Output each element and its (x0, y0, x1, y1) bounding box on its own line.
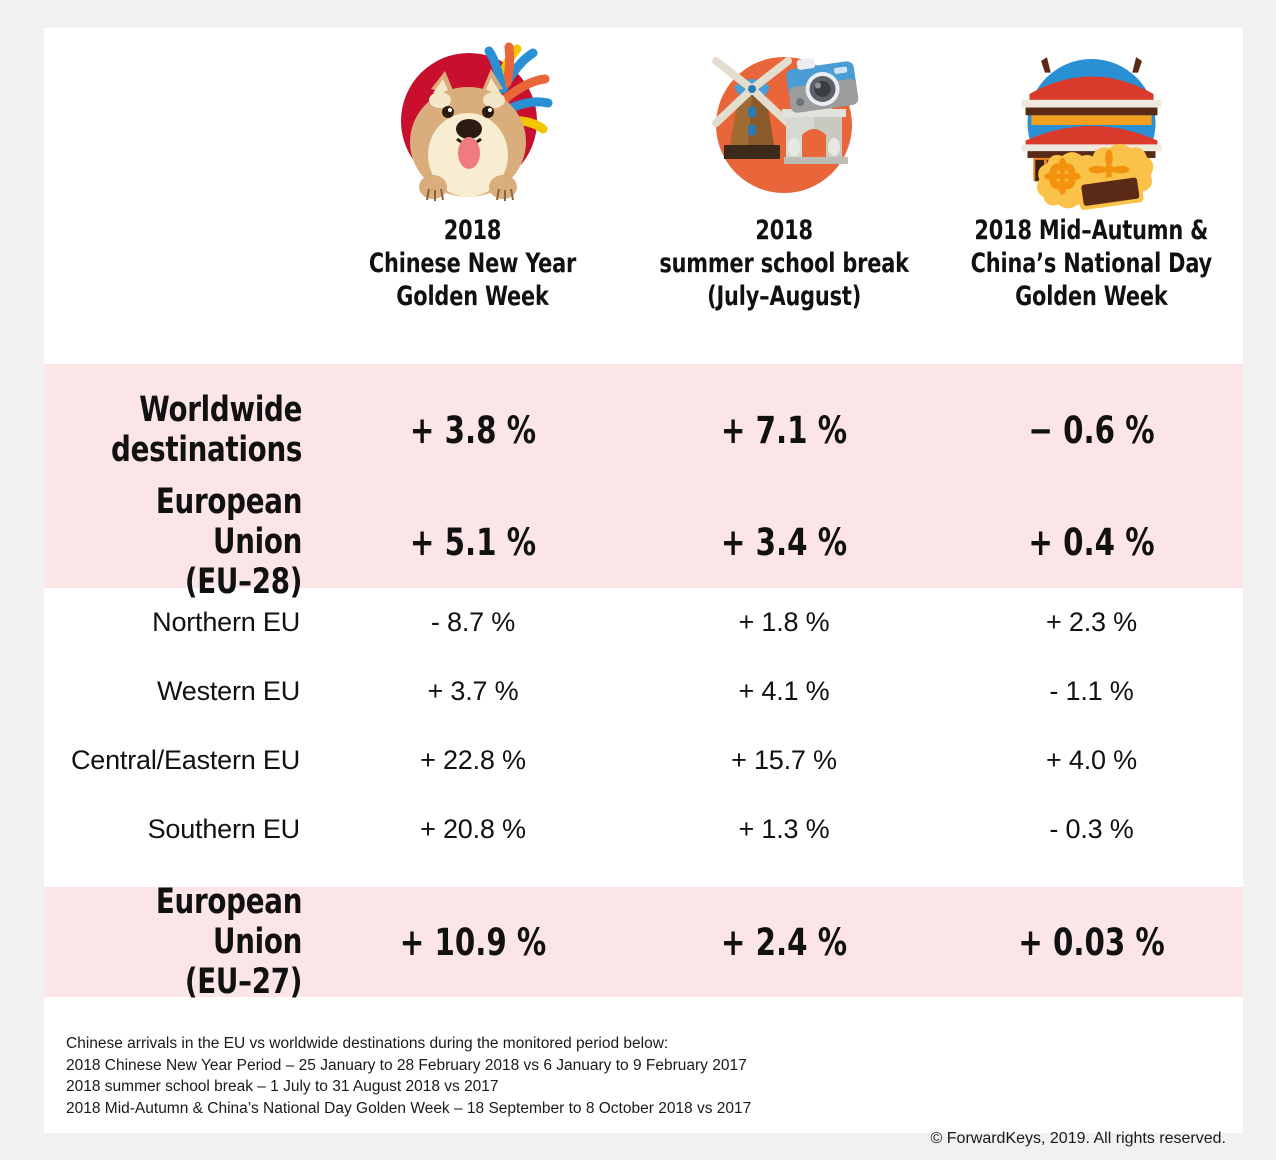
footnote-line: 2018 Mid-Autumn & China’s National Day G… (66, 1099, 752, 1117)
summer-travel-windmill-camera-arch-icon (704, 34, 864, 214)
footnotes: Chinese arrivals in the EU vs worldwide … (66, 1033, 1226, 1147)
table-row: Central/Eastern EU + 22.8 % + 15.7 % + 4… (44, 726, 1243, 795)
row-value: + 4.1 % (738, 676, 830, 706)
table-header-row: 2018 Chinese New Year Golden Week (44, 28, 1243, 364)
row-value: - 0.3 % (1049, 814, 1134, 844)
copyright-notice: © ForwardKeys, 2019. All rights reserved… (930, 1130, 1226, 1147)
table-row: Worldwide destinations + 3.8 % + 7.1 % −… (44, 364, 1243, 496)
column-header-summer: 2018 summer school break (July–August) (628, 28, 940, 364)
row-value: - 8.7 % (430, 607, 516, 637)
row-value: + 15.7 % (731, 745, 837, 775)
table-body: Worldwide destinations + 3.8 % + 7.1 % −… (44, 364, 1243, 1002)
row-label: European Union (EU–27) (155, 882, 303, 1002)
infographic-card: 2018 Chinese New Year Golden Week (44, 28, 1243, 1147)
row-label: Worldwide destinations (111, 390, 303, 470)
row-value: − 0.6 % (1028, 408, 1155, 452)
row-value: + 3.4 % (720, 520, 848, 564)
row-value: + 5.1 % (409, 520, 537, 564)
column-header-cny-title: 2018 Chinese New Year Golden Week (369, 215, 577, 312)
table-row: Western EU + 3.7 % + 4.1 % - 1.1 % (44, 657, 1243, 726)
footnote-line: Chinese arrivals in the EU vs worldwide … (66, 1035, 669, 1052)
row-value: + 2.4 % (720, 920, 848, 964)
column-header-summer-title: 2018 summer school break (July–August) (659, 215, 909, 312)
row-value: + 3.8 % (409, 408, 537, 452)
row-label: Northern EU (152, 607, 300, 637)
footnote-line: 2018 Chinese New Year Period – 25 Januar… (66, 1056, 747, 1074)
row-value: + 0.03 % (1018, 920, 1165, 964)
table-row: European Union (EU–27) + 10.9 % + 2.4 % … (44, 882, 1243, 1002)
row-value: + 10.9 % (399, 920, 547, 964)
row-value: + 0.4 % (1028, 520, 1155, 564)
row-label: Central/Eastern EU (71, 745, 300, 775)
chinese-new-year-dog-icon (393, 34, 553, 214)
row-value: + 1.8 % (738, 607, 830, 637)
row-label: European Union (EU–28) (155, 482, 303, 602)
row-label: Southern EU (147, 814, 301, 844)
column-header-midautumn-title: 2018 Mid–Autumn & China’s National Day G… (970, 215, 1213, 312)
table-row: European Union (EU–28) + 5.1 % + 3.4 % +… (44, 482, 1243, 602)
row-value: + 2.3 % (1046, 607, 1137, 637)
row-label: Western EU (156, 676, 300, 706)
header-label-spacer (44, 28, 318, 364)
row-value: + 7.1 % (720, 408, 848, 452)
table-row: Northern EU - 8.7 % + 1.8 % + 2.3 % (44, 588, 1243, 657)
column-header-cny: 2018 Chinese New Year Golden Week (318, 28, 628, 364)
row-value: - 1.1 % (1049, 676, 1134, 706)
row-value: + 4.0 % (1046, 745, 1137, 775)
column-header-midautumn: 2018 Mid–Autumn & China’s National Day G… (940, 28, 1243, 364)
mid-autumn-gate-mooncake-icon (1012, 34, 1172, 214)
row-value: + 20.8 % (420, 814, 526, 844)
row-value: + 1.3 % (738, 814, 830, 844)
table-row: Southern EU + 20.8 % + 1.3 % - 0.3 % (44, 795, 1243, 864)
row-value: + 3.7 % (427, 676, 519, 706)
row-value: + 22.8 % (420, 745, 526, 775)
footnote-line: 2018 summer school break – 1 July to 31 … (66, 1078, 499, 1095)
